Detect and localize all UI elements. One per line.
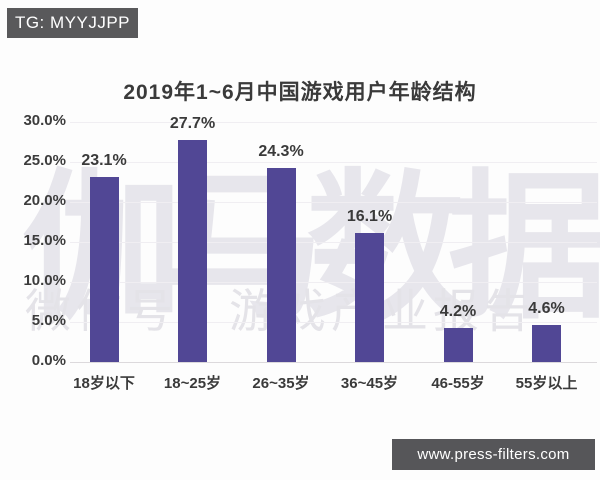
y-axis-tick-label: 0.0% bbox=[31, 352, 66, 369]
x-axis-category-label: 55岁以上 bbox=[515, 375, 578, 392]
x-axis-category-label: 36~45岁 bbox=[340, 375, 399, 392]
gridline bbox=[70, 241, 597, 243]
x-axis-category-label: 18~25岁 bbox=[163, 375, 222, 392]
bar-55岁以上 bbox=[532, 325, 561, 362]
bar-value-label: 23.1% bbox=[81, 152, 127, 170]
y-axis-tick-label: 10.0% bbox=[23, 272, 66, 289]
x-axis-category-label: 18岁以下 bbox=[73, 375, 135, 392]
bar-18岁以下 bbox=[89, 177, 119, 362]
gridline bbox=[70, 201, 597, 203]
x-axis-category-label: 46-55岁 bbox=[431, 375, 485, 392]
bar-46-55岁 bbox=[443, 328, 473, 362]
telegram-handle-label: TG: MYYJJPP bbox=[14, 13, 131, 32]
y-axis-tick-label: 5.0% bbox=[31, 312, 66, 329]
bar-value-label: 27.7% bbox=[169, 115, 216, 133]
bar-26~35岁 bbox=[266, 167, 296, 362]
gridline bbox=[70, 121, 597, 123]
y-axis-tick-label: 30.0% bbox=[23, 112, 66, 129]
bar-18~25岁 bbox=[178, 140, 207, 362]
x-axis-baseline bbox=[70, 361, 597, 363]
y-axis-tick-label: 25.0% bbox=[23, 152, 66, 169]
gridline bbox=[70, 161, 597, 163]
source-url-bar: www.press-filters.com bbox=[392, 439, 595, 470]
source-url-label: www.press-filters.com bbox=[417, 446, 570, 463]
bar-value-label: 24.3% bbox=[258, 142, 304, 160]
gridline bbox=[70, 281, 597, 283]
y-axis-tick-label: 15.0% bbox=[23, 232, 66, 249]
y-axis-tick-label: 20.0% bbox=[23, 192, 66, 209]
telegram-handle-badge: TG: MYYJJPP bbox=[7, 8, 138, 38]
bar-value-label: 4.2% bbox=[439, 303, 477, 321]
chart-title: 2019年1~6月中国游戏用户年龄结构 bbox=[123, 81, 477, 104]
bar-36~45岁 bbox=[355, 233, 384, 362]
x-axis-category-label: 26~35岁 bbox=[252, 375, 310, 392]
gridline bbox=[70, 321, 597, 323]
bar-value-label: 16.1% bbox=[346, 208, 393, 226]
bar-value-label: 4.6% bbox=[528, 300, 565, 318]
